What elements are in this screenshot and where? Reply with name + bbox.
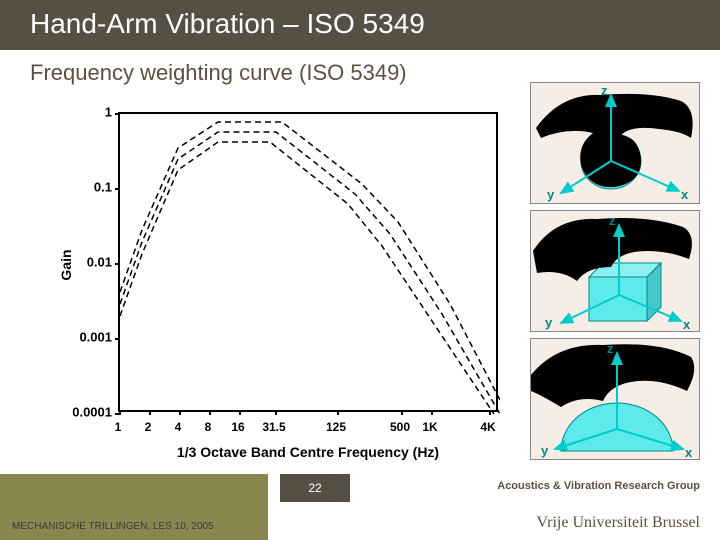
footer-university: Vrije Universiteit Brussel xyxy=(537,514,700,532)
hand-panel-3: z x y xyxy=(530,338,700,460)
svg-text:x: x xyxy=(683,317,691,331)
slide-title: Hand-Arm Vibration – ISO 5349 xyxy=(0,0,720,50)
x-tick-label: 125 xyxy=(326,420,346,434)
chart-plot-area xyxy=(118,112,498,412)
x-tick-label: 31.5 xyxy=(262,420,285,434)
x-axis-label: 1/3 Octave Band Centre Frequency (Hz) xyxy=(118,444,498,460)
slide-footer: 22 Acoustics & Vibration Research Group … xyxy=(0,474,720,540)
x-tick-label: 500 xyxy=(390,420,410,434)
footer-research-group: Acoustics & Vibration Research Group xyxy=(497,480,700,492)
svg-text:z: z xyxy=(601,83,608,98)
y-tick-label: 0.01 xyxy=(60,255,112,270)
svg-text:z: z xyxy=(609,213,616,228)
x-tick-label: 1K xyxy=(422,420,437,434)
x-tick-label: 16 xyxy=(231,420,244,434)
y-tick-label: 0.001 xyxy=(60,330,112,345)
x-tick-label: 4 xyxy=(175,420,182,434)
x-tick-label: 4K xyxy=(480,420,495,434)
page-number: 22 xyxy=(280,474,350,502)
x-tick-label: 8 xyxy=(205,420,212,434)
content-area: Gain 1/3 Octave Band Centre Frequency (H… xyxy=(0,92,720,482)
svg-text:x: x xyxy=(681,187,689,202)
y-tick-label: 0.0001 xyxy=(60,405,112,420)
y-tick-label: 0.1 xyxy=(60,180,112,195)
hand-axis-panels: z x y z y x xyxy=(530,82,700,466)
svg-text:y: y xyxy=(541,443,549,458)
y-tick-label: 1 xyxy=(60,105,112,120)
footer-course-info: MECHANISCHE TRILLINGEN, LES 10, 2005 xyxy=(12,521,214,532)
x-tick-label: 2 xyxy=(145,420,152,434)
svg-text:x: x xyxy=(685,445,693,459)
hand-panel-1: z x y xyxy=(530,82,700,204)
weighting-curve-chart: Gain 1/3 Octave Band Centre Frequency (H… xyxy=(60,102,520,462)
x-tick-label: 1 xyxy=(115,420,122,434)
svg-text:y: y xyxy=(545,315,553,330)
svg-text:y: y xyxy=(547,187,555,202)
hand-panel-2: z y x xyxy=(530,210,700,332)
svg-text:z: z xyxy=(607,341,614,356)
